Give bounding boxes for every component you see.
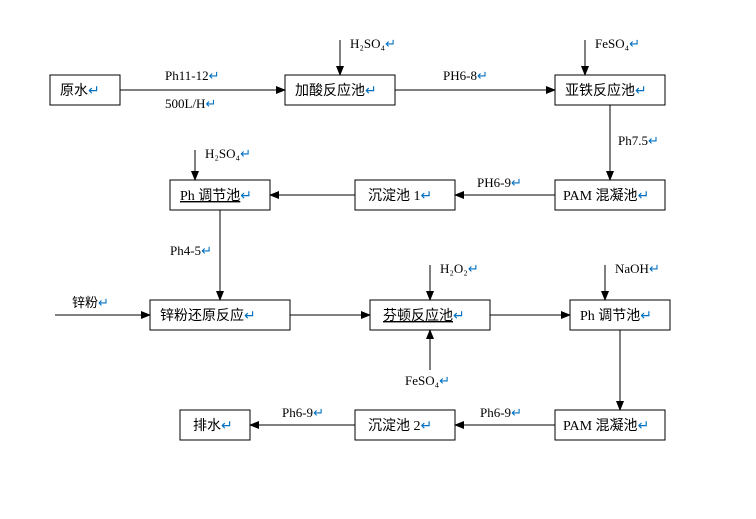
node-pam-2-label: PAM 混凝池↵ bbox=[563, 418, 649, 434]
node-settle-1-label: 沉淀池 1↵ bbox=[368, 188, 432, 204]
edge-n4-n5-lab: PH6-9↵ bbox=[477, 175, 522, 190]
input-h2so4-2-label: H₂SO₄↵ bbox=[205, 146, 251, 161]
input-feso4-2-label: FeSO₄↵ bbox=[405, 373, 450, 388]
input-zinc-label: 锌粉↵ bbox=[72, 295, 109, 310]
edge-n10-n11-lab: Ph6-9↵ bbox=[480, 405, 522, 420]
node-raw-water-label: 原水↵ bbox=[60, 83, 100, 99]
edge-n6-n7-lab: Ph4-5↵ bbox=[170, 243, 212, 258]
node-drain-label: 排水↵ bbox=[193, 418, 233, 434]
node-fenton-label: 芬顿反应池↵ bbox=[383, 307, 465, 324]
node-ph-2-label: Ph 调节池↵ bbox=[580, 308, 652, 324]
input-naoh-label: NaOH↵ bbox=[615, 261, 660, 276]
input-h2o2-label: H₂O₂↵ bbox=[440, 261, 479, 276]
edge-n2-n3-top: PH6-8↵ bbox=[443, 68, 488, 83]
node-acid-tank-label: 加酸反应池↵ bbox=[295, 82, 377, 99]
node-zinc-reduce-label: 锌粉还原反应↵ bbox=[160, 307, 256, 324]
node-ph-1-label: Ph 调节池↵ bbox=[180, 188, 252, 204]
edge-n11-n12-lab: Ph6-9↵ bbox=[282, 405, 324, 420]
edge-n1-n2-top: Ph11-12↵ bbox=[165, 68, 219, 83]
edge-n3-n4-lab: Ph7.5↵ bbox=[618, 133, 659, 148]
node-pam-1-label: PAM 混凝池↵ bbox=[563, 188, 649, 204]
input-feso4-1-label: FeSO₄↵ bbox=[595, 36, 640, 51]
edge-n1-n2-bot: 500L/H↵ bbox=[165, 96, 216, 111]
node-settle-2-label: 沉淀池 2↵ bbox=[368, 418, 432, 434]
input-h2so4-1-label: H₂SO₄↵ bbox=[350, 36, 396, 51]
node-ferrous-tank-label: 亚铁反应池↵ bbox=[565, 82, 647, 99]
